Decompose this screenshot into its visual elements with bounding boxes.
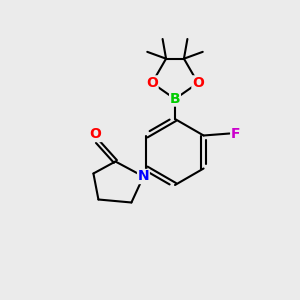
Text: N: N bbox=[138, 169, 149, 184]
Text: O: O bbox=[146, 76, 158, 90]
Text: B: B bbox=[170, 92, 180, 106]
Text: F: F bbox=[231, 127, 240, 140]
Text: O: O bbox=[89, 128, 101, 142]
Text: O: O bbox=[192, 76, 204, 90]
